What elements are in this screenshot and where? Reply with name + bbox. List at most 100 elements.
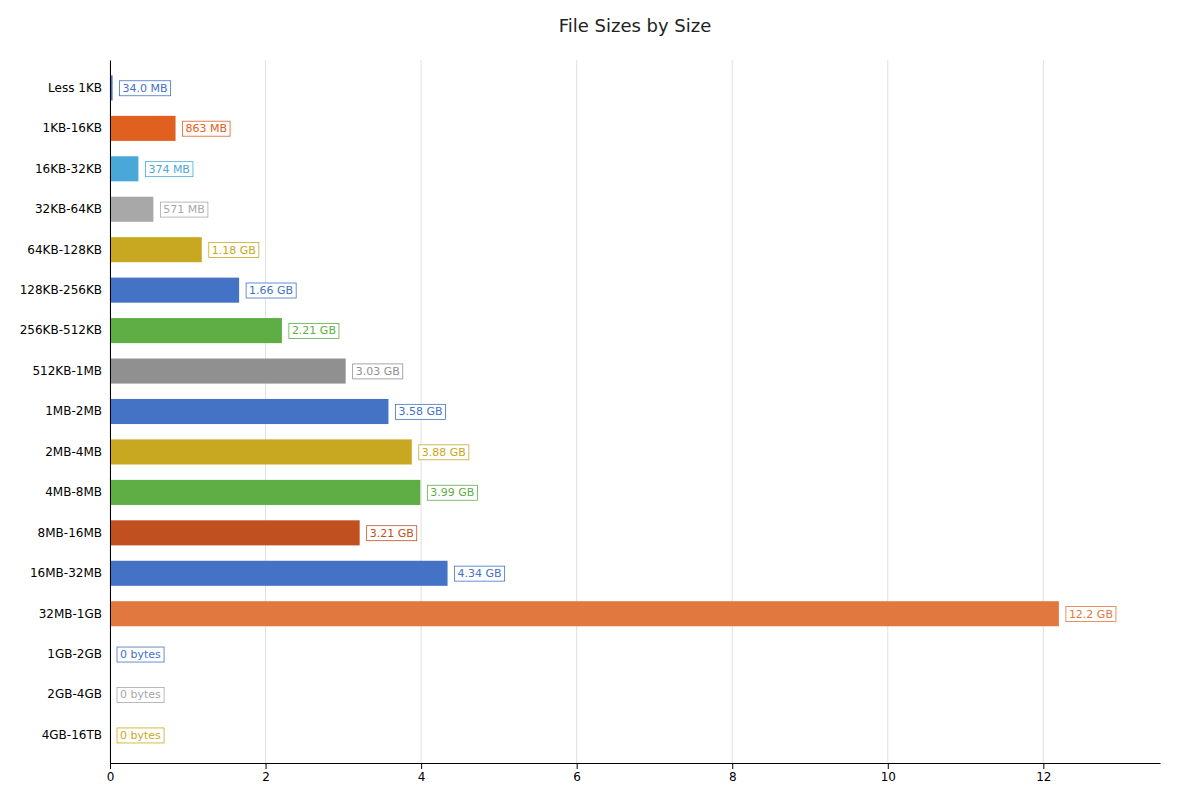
bar xyxy=(110,197,153,222)
data-label-group: 863 MB xyxy=(183,121,231,136)
y-tick: 1MB-2MB xyxy=(45,404,110,418)
data-label-box xyxy=(117,647,164,662)
y-tick: 64KB-128KB xyxy=(27,243,110,257)
bar xyxy=(110,520,360,545)
x-tick: 4 xyxy=(418,763,426,784)
y-tick: 8MB-16MB xyxy=(38,526,110,540)
x-tick-label: 12 xyxy=(1036,770,1051,784)
data-label-box xyxy=(183,121,231,136)
data-label-box xyxy=(246,283,296,298)
grid-line xyxy=(732,60,733,763)
data-label-group: 0 bytes xyxy=(117,647,164,662)
grid-line xyxy=(1043,60,1044,763)
data-label-group: 0 bytes xyxy=(117,687,164,702)
y-axis-line xyxy=(110,61,111,764)
y-tick-label: 4GB-16TB xyxy=(42,728,102,742)
x-tick-mark xyxy=(266,763,267,769)
data-label: 374 MB xyxy=(148,163,190,176)
data-label: 3.03 GB xyxy=(356,365,400,378)
x-tick-mark xyxy=(577,763,578,769)
bar xyxy=(110,318,282,343)
y-tick: 2GB-4GB xyxy=(47,687,110,701)
data-label-group: 1.66 GB xyxy=(246,283,296,298)
data-label: 3.99 GB xyxy=(430,486,474,499)
y-tick-label: 4MB-8MB xyxy=(45,485,102,499)
y-tick-label: 1MB-2MB xyxy=(45,404,102,418)
grid-line xyxy=(110,60,111,763)
data-label-group: 3.88 GB xyxy=(419,445,469,460)
bar xyxy=(110,359,346,384)
y-tick: 16MB-32MB xyxy=(30,566,110,580)
title: File Sizes by Size xyxy=(559,15,712,36)
data-label-box xyxy=(419,445,469,460)
bar xyxy=(110,439,412,464)
grid-line xyxy=(576,60,577,763)
y-tick: 1GB-2GB xyxy=(47,647,110,661)
data-label-group: 3.99 GB xyxy=(427,485,477,500)
y-tick: 32MB-1GB xyxy=(39,607,110,621)
y-tick: 16KB-32KB xyxy=(35,162,110,176)
data-label-box xyxy=(289,323,339,338)
data-label-group: 3.21 GB xyxy=(367,526,417,541)
x-tick-label: 10 xyxy=(881,770,896,784)
bars xyxy=(110,75,1059,626)
y-tick-label: 8MB-16MB xyxy=(38,526,102,540)
y-tick-label: 64KB-128KB xyxy=(27,243,102,257)
data-label: 4.34 GB xyxy=(458,567,502,580)
data-label: 863 MB xyxy=(186,122,228,135)
data-label: 571 MB xyxy=(163,203,205,216)
y-tick: 2MB-4MB xyxy=(45,445,110,459)
data-label-box xyxy=(117,728,164,743)
y-tick-label: 512KB-1MB xyxy=(32,364,102,378)
data-label: 0 bytes xyxy=(120,648,161,661)
x-tick-label: 4 xyxy=(418,770,426,784)
x-tick-mark xyxy=(421,763,422,769)
data-label-box xyxy=(367,526,417,541)
data-label-box xyxy=(120,81,171,96)
bar xyxy=(110,237,202,262)
y-tick: 512KB-1MB xyxy=(32,364,110,378)
y-tick: 4GB-16TB xyxy=(42,728,110,742)
bar xyxy=(110,156,138,181)
x-tick: 8 xyxy=(729,763,737,784)
x-tick-mark xyxy=(888,763,889,769)
data-label-group: 571 MB xyxy=(160,202,208,217)
y-axis: Less 1KB 1KB-16KB 16KB-32KB 32KB-64KB 64KB-1… xyxy=(20,61,111,764)
x-tick-mark xyxy=(1043,763,1044,769)
y-tick-label: 32MB-1GB xyxy=(39,607,102,621)
data-label-box xyxy=(145,162,193,177)
y-tick: 128KB-256KB xyxy=(20,283,110,297)
bar xyxy=(110,278,239,303)
data-label-box xyxy=(1066,607,1116,622)
y-tick-label: 2MB-4MB xyxy=(45,445,102,459)
y-tick: 4MB-8MB xyxy=(45,485,110,499)
bar xyxy=(110,601,1059,626)
y-tick-label: Less 1KB xyxy=(48,81,102,95)
y-tick-label: 256KB-512KB xyxy=(20,323,102,337)
data-label-group: 0 bytes xyxy=(117,728,164,743)
y-tick-label: 2GB-4GB xyxy=(47,687,102,701)
data-label: 1.18 GB xyxy=(212,244,256,257)
x-tick-label: 2 xyxy=(262,770,270,784)
y-tick-label: 1KB-16KB xyxy=(43,121,102,135)
y-tick: 1KB-16KB xyxy=(43,121,110,135)
data-label-box xyxy=(209,243,259,258)
x-tick: 6 xyxy=(573,763,581,784)
data-label-group: 1.18 GB xyxy=(209,243,259,258)
data-label: 34.0 MB xyxy=(123,82,168,95)
chart: File Sizes by Size 0 2 4 6 8 10 12 Less 1KB 1KB-1… xyxy=(0,0,1200,803)
x-tick-label: 0 xyxy=(107,770,115,784)
y-tick-label: 128KB-256KB xyxy=(20,283,102,297)
x-axis: 0 2 4 6 8 10 12 xyxy=(107,763,1161,784)
grid-line xyxy=(887,60,888,763)
y-tick: Less 1KB xyxy=(48,81,110,95)
x-tick-label: 8 xyxy=(729,770,737,784)
plot: 0 2 4 6 8 10 12 Less 1KB 1KB-16KB 16KB-32KB 32KB-6… xyxy=(20,60,1161,784)
data-label: 1.66 GB xyxy=(249,284,293,297)
data-label-group: 3.58 GB xyxy=(395,404,445,419)
data-label-box xyxy=(160,202,208,217)
y-tick-label: 32KB-64KB xyxy=(35,202,102,216)
data-label-box xyxy=(117,687,164,702)
data-label-group: 374 MB xyxy=(145,162,193,177)
x-tick-label: 6 xyxy=(573,770,581,784)
